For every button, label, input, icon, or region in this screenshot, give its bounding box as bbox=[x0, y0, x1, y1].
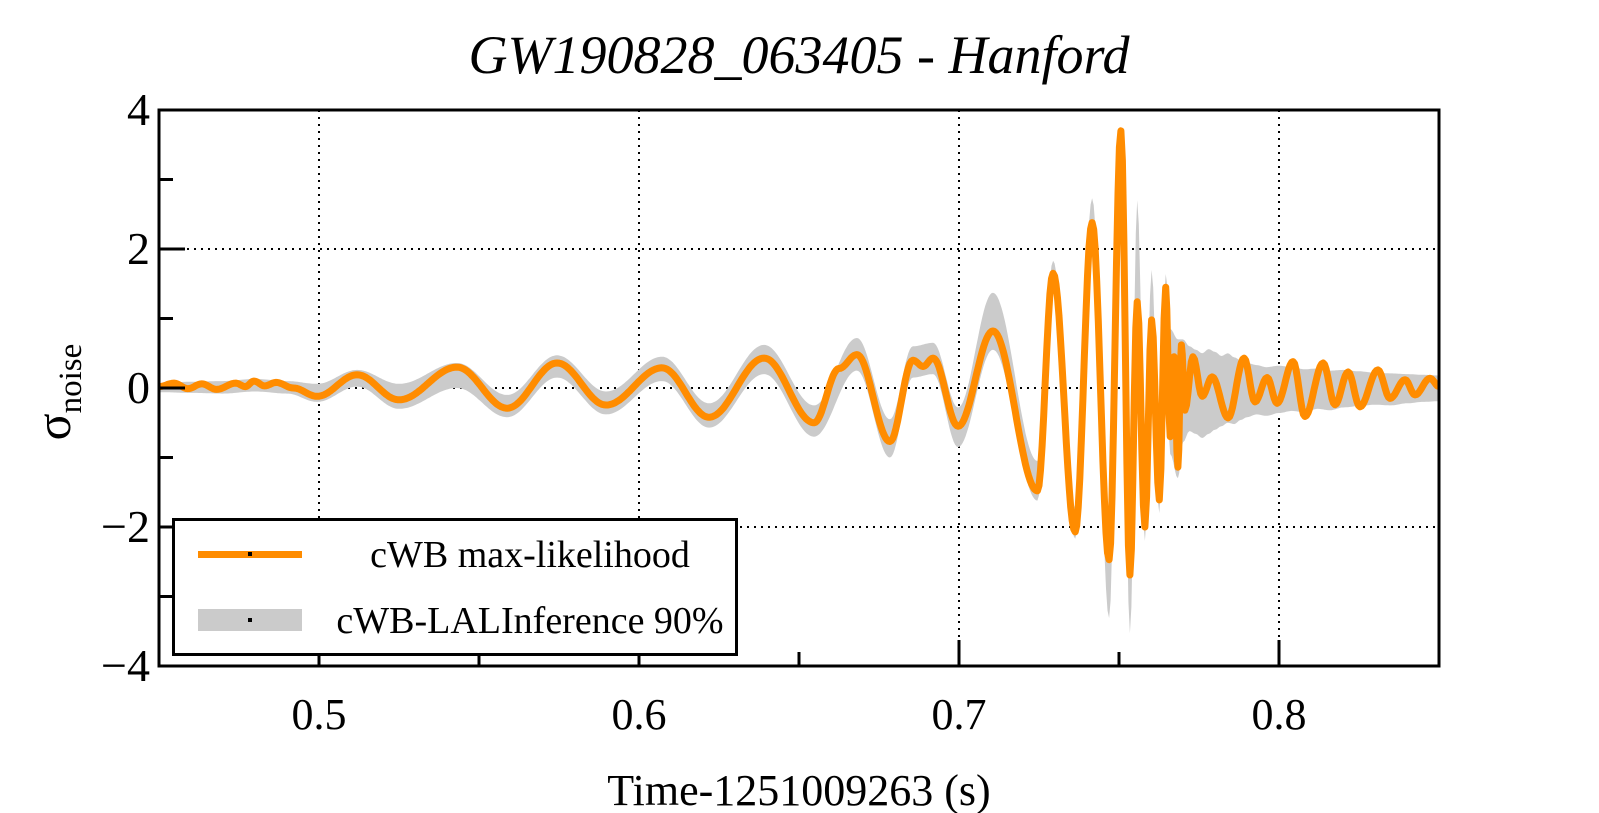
legend-label-max-likelihood: cWB max-likelihood bbox=[370, 534, 690, 576]
sigma-symbol: σ bbox=[25, 413, 81, 441]
legend-band-marker-dot bbox=[248, 618, 252, 622]
legend-line-swatch-wrap bbox=[175, 550, 325, 558]
y-tick-label: −2 bbox=[101, 501, 150, 552]
x-axis-title: Time-1251009263 (s) bbox=[607, 766, 991, 813]
legend-line-swatch bbox=[198, 550, 302, 558]
x-tick-label: 0.5 bbox=[291, 690, 347, 739]
legend-entry-max-likelihood: cWB max-likelihood bbox=[175, 521, 735, 587]
x-tick-label: 0.7 bbox=[931, 690, 987, 739]
waveform-line bbox=[159, 127, 1439, 579]
x-tick-label: 0.8 bbox=[1251, 690, 1307, 739]
legend-entry-band: cWB-LALInference 90% bbox=[175, 587, 735, 653]
chart-title: GW190828_063405 - Hanford bbox=[468, 25, 1130, 85]
x-tick-label: 0.6 bbox=[611, 690, 667, 739]
y-tick-label: −4 bbox=[101, 640, 150, 691]
y-tick-label: 0 bbox=[127, 362, 150, 413]
legend-label-band: cWB-LALInference 90% bbox=[336, 600, 724, 642]
y-tick-label: 4 bbox=[127, 84, 150, 135]
y-tick-label: 2 bbox=[127, 223, 150, 274]
legend: cWB max-likelihood cWB-LALInference 90% bbox=[172, 518, 738, 656]
legend-band-swatch bbox=[198, 609, 302, 631]
legend-band-swatch-wrap bbox=[175, 609, 325, 631]
legend-line-marker-dot bbox=[248, 552, 252, 556]
